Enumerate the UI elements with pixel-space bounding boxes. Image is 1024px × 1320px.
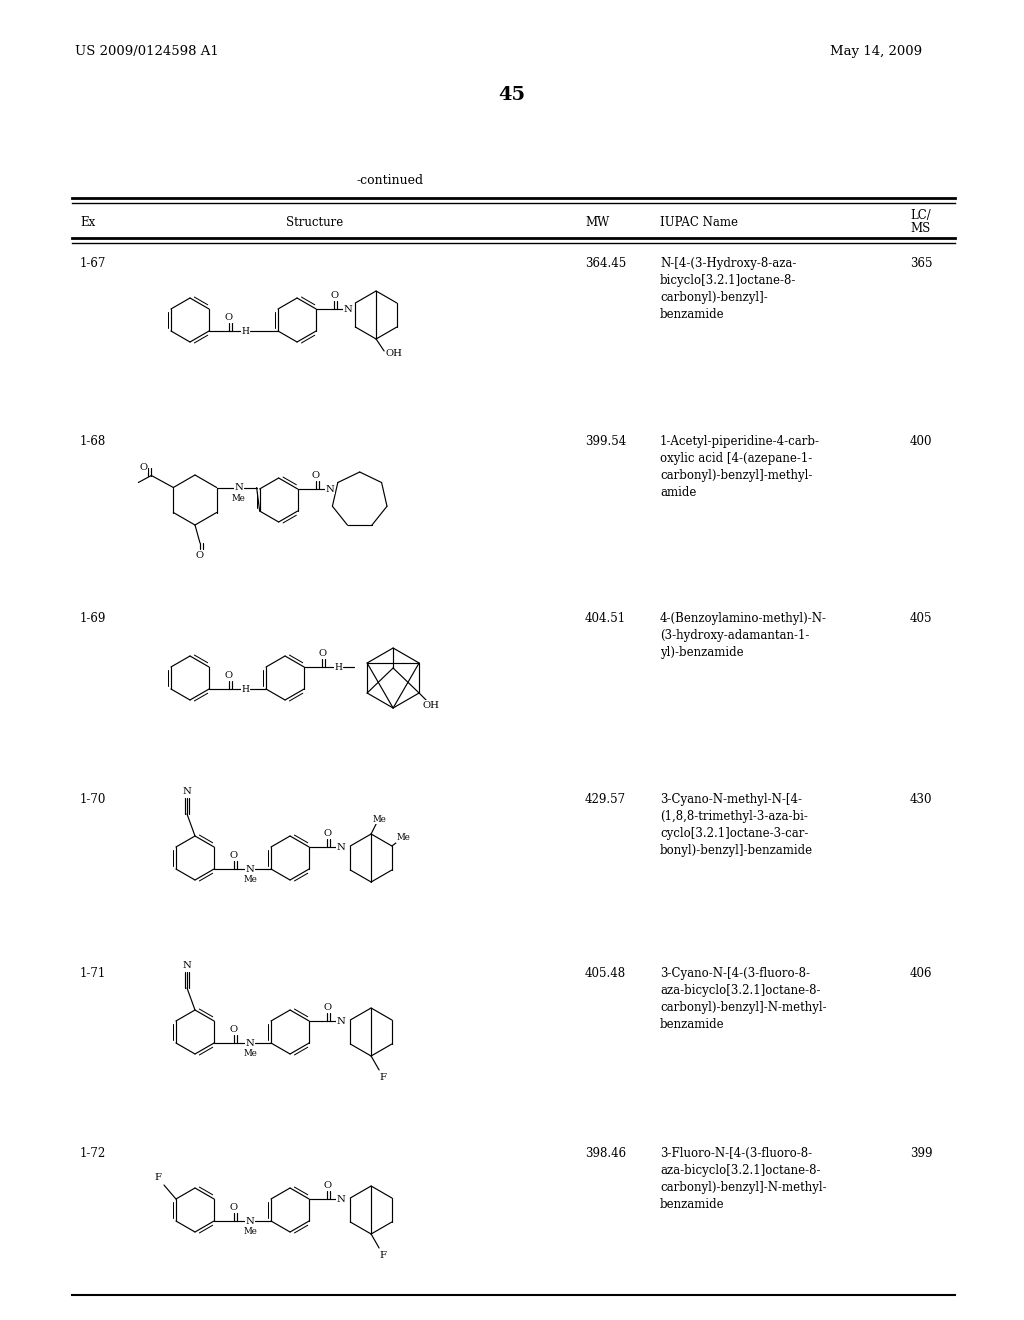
Text: H: H [241,685,249,693]
Text: OH: OH [386,348,402,358]
Text: Me: Me [372,814,386,824]
Text: Me: Me [243,1049,257,1059]
Text: 405: 405 [910,612,933,624]
Text: 1-Acetyl-piperidine-4-carb-
oxylic acid [4-(azepane-1-
carbonyl)-benzyl]-methyl-: 1-Acetyl-piperidine-4-carb- oxylic acid … [660,436,820,499]
Text: 364.45: 364.45 [585,257,627,271]
Text: O: O [323,1181,331,1191]
Text: F: F [380,1251,387,1261]
Text: F: F [155,1172,162,1181]
Text: 1-70: 1-70 [80,793,106,807]
Text: May 14, 2009: May 14, 2009 [830,45,923,58]
Text: MW: MW [585,215,609,228]
Text: 4-(Benzoylamino-methyl)-N-
(3-hydroxy-adamantan-1-
yl)-benzamide: 4-(Benzoylamino-methyl)-N- (3-hydroxy-ad… [660,612,827,659]
Text: 404.51: 404.51 [585,612,626,624]
Text: F: F [380,1073,387,1082]
Text: N: N [234,483,243,492]
Text: O: O [330,292,338,301]
Text: N: N [246,1217,254,1225]
Text: O: O [225,672,233,681]
Text: MS: MS [910,222,930,235]
Text: O: O [196,550,204,560]
Text: US 2009/0124598 A1: US 2009/0124598 A1 [75,45,219,58]
Text: 430: 430 [910,793,933,807]
Text: 1-72: 1-72 [80,1147,106,1160]
Text: O: O [225,314,233,322]
Text: O: O [323,1003,331,1012]
Text: Structure: Structure [287,215,344,228]
Text: H: H [241,326,249,335]
Text: Me: Me [397,833,411,842]
Text: N: N [344,305,352,314]
Text: 365: 365 [910,257,933,271]
Text: 398.46: 398.46 [585,1147,626,1160]
Text: N: N [337,842,345,851]
Text: N: N [326,484,334,494]
Text: O: O [230,1026,239,1035]
Text: 3-Cyano-N-methyl-N-[4-
(1,8,8-trimethyl-3-aza-bi-
cyclo[3.2.1]octane-3-car-
bony: 3-Cyano-N-methyl-N-[4- (1,8,8-trimethyl-… [660,793,813,857]
Text: -continued: -continued [356,173,424,186]
Text: 405.48: 405.48 [585,968,626,979]
Text: O: O [230,851,239,861]
Text: Me: Me [243,875,257,884]
Text: O: O [318,649,327,659]
Text: N: N [246,1039,254,1048]
Text: O: O [139,463,147,473]
Text: LC/: LC/ [910,210,931,223]
Text: Ex: Ex [80,215,95,228]
Text: Me: Me [231,494,246,503]
Text: N: N [337,1016,345,1026]
Text: 1-71: 1-71 [80,968,106,979]
Text: 1-68: 1-68 [80,436,106,447]
Text: 3-Fluoro-N-[4-(3-fluoro-8-
aza-bicyclo[3.2.1]octane-8-
carbonyl)-benzyl]-N-methy: 3-Fluoro-N-[4-(3-fluoro-8- aza-bicyclo[3… [660,1147,826,1210]
Text: IUPAC Name: IUPAC Name [660,215,738,228]
Text: N: N [182,787,191,796]
Text: O: O [311,471,319,480]
Text: 45: 45 [499,86,525,104]
Text: 1-69: 1-69 [80,612,106,624]
Text: N: N [246,865,254,874]
Text: O: O [323,829,331,838]
Text: N: N [182,961,191,969]
Text: 429.57: 429.57 [585,793,626,807]
Text: N: N [337,1195,345,1204]
Text: 1-67: 1-67 [80,257,106,271]
Text: 400: 400 [910,436,933,447]
Text: 3-Cyano-N-[4-(3-fluoro-8-
aza-bicyclo[3.2.1]octane-8-
carbonyl)-benzyl]-N-methyl: 3-Cyano-N-[4-(3-fluoro-8- aza-bicyclo[3.… [660,968,826,1031]
Text: N-[4-(3-Hydroxy-8-aza-
bicyclo[3.2.1]octane-8-
carbonyl)-benzyl]-
benzamide: N-[4-(3-Hydroxy-8-aza- bicyclo[3.2.1]oct… [660,257,797,321]
Text: H: H [334,663,342,672]
Text: 399.54: 399.54 [585,436,627,447]
Text: 406: 406 [910,968,933,979]
Text: 399: 399 [910,1147,933,1160]
Text: O: O [230,1204,239,1213]
Text: OH: OH [423,701,439,710]
Text: Me: Me [243,1228,257,1237]
